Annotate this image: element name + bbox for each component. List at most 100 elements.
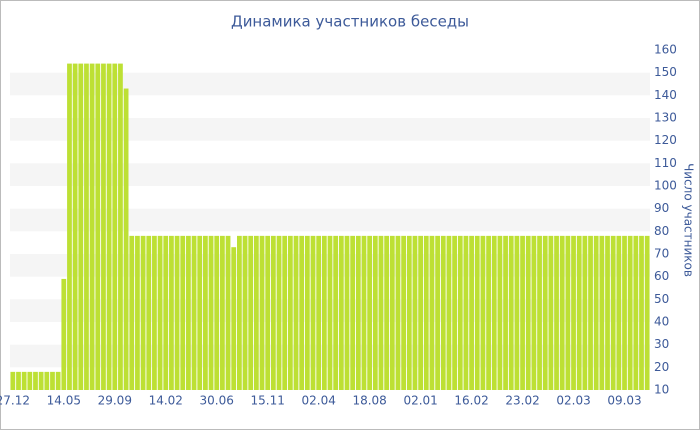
y-tick-label: 120: [654, 133, 677, 147]
bar: [469, 235, 474, 390]
bar: [639, 235, 644, 390]
bar: [231, 247, 237, 390]
bar: [276, 235, 282, 390]
bar: [582, 235, 588, 390]
bar: [514, 235, 520, 390]
bar: [44, 371, 50, 390]
x-tick-label: 02.03: [556, 394, 590, 408]
y-tick-label: 160: [654, 43, 677, 57]
bar: [605, 235, 610, 390]
bar: [565, 235, 571, 390]
bar: [593, 235, 599, 390]
bar: [537, 235, 542, 390]
bar: [180, 235, 186, 390]
x-tick-label: 18.08: [352, 394, 386, 408]
bar: [446, 235, 452, 390]
bar: [38, 371, 44, 390]
bar: [157, 235, 163, 390]
y-tick-label: 60: [654, 269, 669, 283]
x-tick-label: 16.02: [454, 394, 488, 408]
bar: [140, 235, 146, 390]
bar: [350, 235, 356, 390]
chart-title: Динамика участников беседы: [231, 13, 469, 31]
bar: [633, 235, 639, 390]
y-tick-label: 30: [654, 337, 669, 351]
y-tick-label: 10: [654, 383, 669, 397]
bar: [418, 235, 423, 390]
bar: [452, 235, 457, 390]
bar: [344, 235, 350, 390]
bar: [508, 235, 514, 390]
bar: [616, 235, 622, 390]
bar: [412, 235, 418, 390]
bar: [406, 235, 412, 390]
bar: [622, 235, 627, 390]
bar: [333, 235, 339, 390]
bar: [361, 235, 367, 390]
bar: [106, 63, 112, 390]
bar: [61, 278, 67, 390]
bar: [299, 235, 305, 390]
y-tick-label: 80: [654, 224, 669, 238]
bar: [152, 235, 157, 390]
grid-band: [10, 163, 650, 186]
bar: [242, 235, 248, 390]
bar: [304, 235, 310, 390]
bar: [67, 63, 72, 390]
x-tick-label: 14.05: [47, 394, 81, 408]
bar: [497, 235, 503, 390]
bar: [401, 235, 407, 390]
bar: [559, 235, 565, 390]
bar: [78, 63, 84, 390]
bar: [33, 371, 38, 390]
bar: [627, 235, 633, 390]
bar: [491, 235, 497, 390]
bar: [248, 235, 254, 390]
bar: [208, 235, 214, 390]
bar: [50, 371, 55, 390]
bar: [520, 235, 525, 390]
y-tick-label: 20: [654, 360, 669, 374]
y-tick-label: 50: [654, 292, 669, 306]
bar: [293, 235, 299, 390]
grid-band: [10, 72, 650, 96]
bar: [16, 371, 21, 390]
bar: [542, 235, 548, 390]
bar: [599, 235, 605, 390]
bar: [101, 63, 106, 390]
bar: [576, 235, 582, 390]
y-tick-label: 140: [654, 88, 677, 102]
grid-band: [10, 208, 650, 232]
bar: [355, 235, 361, 390]
bar: [486, 235, 491, 390]
bar: [423, 235, 429, 390]
bar: [367, 235, 373, 390]
bar: [435, 235, 440, 390]
bar: [253, 235, 259, 390]
x-tick-label: 15.11: [251, 394, 285, 408]
bar: [480, 235, 486, 390]
y-tick-label: 110: [654, 156, 677, 170]
bar: [429, 235, 435, 390]
bar: [21, 371, 27, 390]
bar: [191, 235, 197, 390]
bar: [548, 235, 554, 390]
bar: [282, 235, 288, 390]
y-tick-label: 150: [654, 65, 677, 79]
x-tick-label: 09.03: [607, 394, 641, 408]
bar: [610, 235, 616, 390]
bar: [395, 235, 401, 390]
bar: [10, 371, 16, 390]
bar: [525, 235, 531, 390]
bar: [338, 235, 344, 390]
bar: [220, 235, 225, 390]
bar: [270, 235, 276, 390]
bar: [372, 235, 378, 390]
x-tick-label: 02.01: [403, 394, 437, 408]
bar: [463, 235, 469, 390]
bar: [327, 235, 333, 390]
bar: [169, 235, 174, 390]
bar: [214, 235, 220, 390]
x-tick-label: 23.02: [505, 394, 539, 408]
bar: [72, 63, 78, 390]
